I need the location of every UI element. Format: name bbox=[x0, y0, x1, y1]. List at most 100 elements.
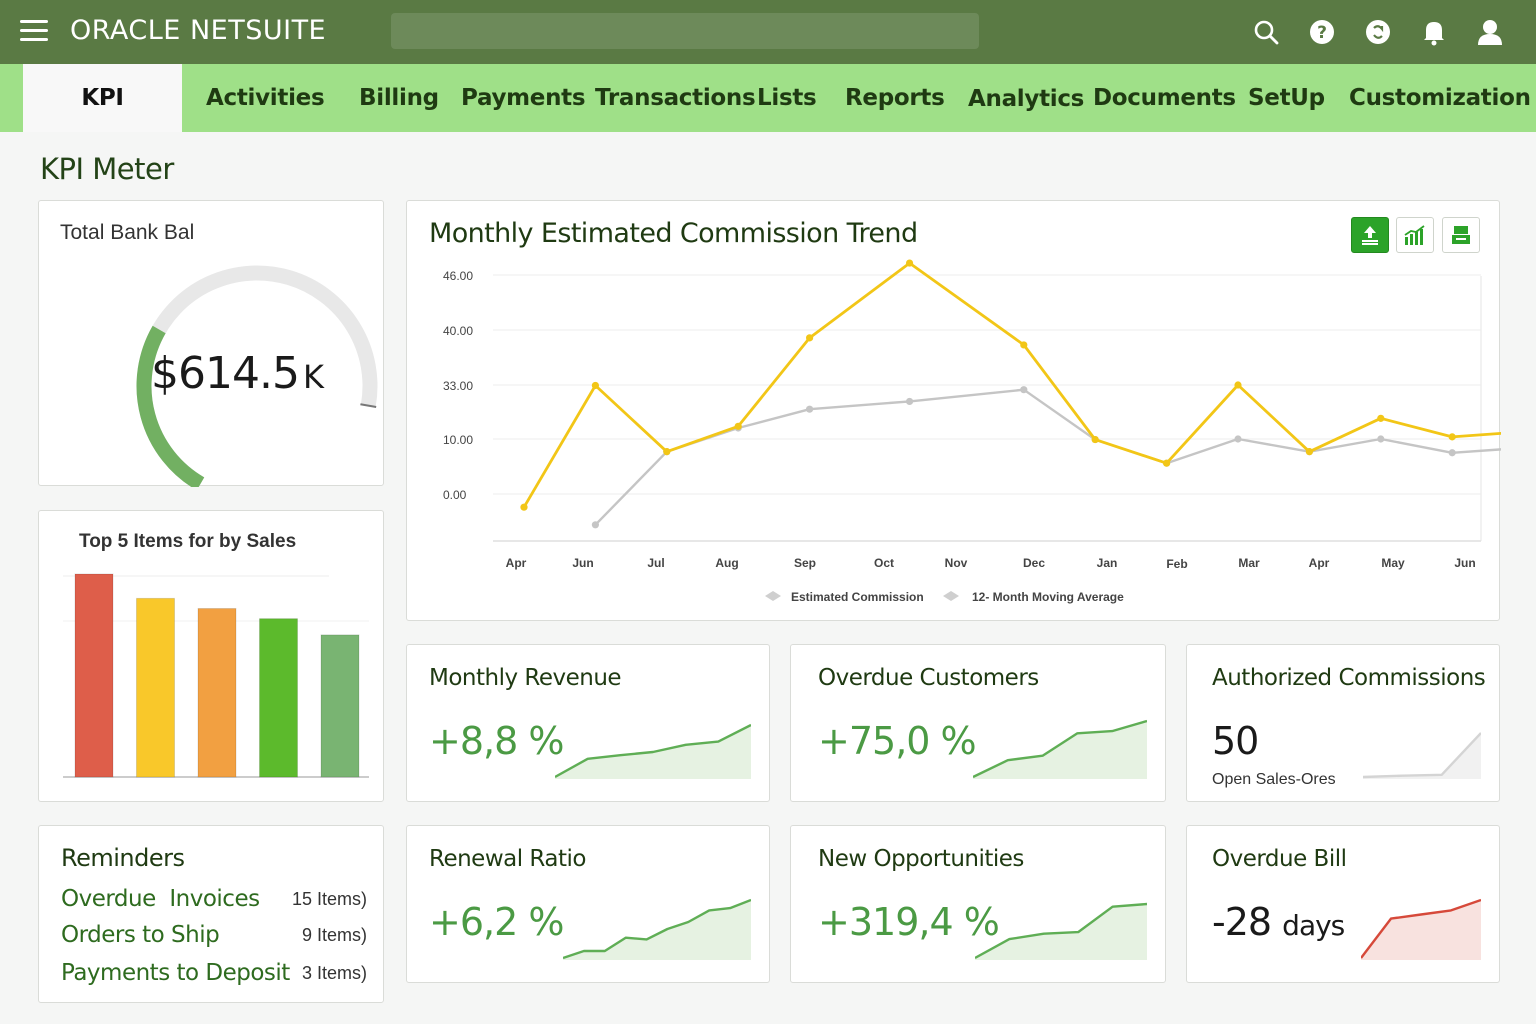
export-icon bbox=[1362, 226, 1378, 245]
kpi-new-opportunities[interactable]: New Opportunities +319,4 % bbox=[790, 825, 1166, 983]
sparkline-line bbox=[973, 719, 1147, 779]
top-items-card[interactable]: Top 5 Items for by Sales bbox=[38, 510, 384, 802]
series-point[interactable] bbox=[520, 503, 528, 511]
tab-reports[interactable]: Reports bbox=[845, 85, 945, 111]
kpi-overdue-customers[interactable]: Overdue Customers +75,0 % bbox=[790, 644, 1166, 802]
tab-kpi[interactable]: KPI bbox=[23, 64, 182, 132]
help-icon[interactable]: ? bbox=[1294, 16, 1350, 48]
series-point[interactable] bbox=[1163, 459, 1171, 467]
series-point[interactable] bbox=[663, 448, 671, 456]
y-tick-label: 40.00 bbox=[443, 324, 473, 338]
tab-customization[interactable]: Customization bbox=[1349, 85, 1531, 111]
series-point[interactable] bbox=[1234, 381, 1242, 389]
series-point[interactable] bbox=[1377, 414, 1385, 422]
series-point[interactable] bbox=[806, 405, 814, 413]
gauge-value: $614.5 K bbox=[151, 348, 324, 399]
tab-transactions[interactable]: Transactions bbox=[595, 85, 756, 111]
series-point[interactable] bbox=[1377, 435, 1385, 443]
x-tick-label: Apr bbox=[1309, 556, 1330, 570]
y-tick-label: 46.00 bbox=[443, 269, 473, 283]
reminder-orders-to-ship[interactable]: Orders to Ship 9 Items) bbox=[61, 922, 367, 952]
search-icon[interactable] bbox=[1238, 16, 1294, 48]
page-title: KPI Meter bbox=[40, 152, 174, 186]
bell-icon[interactable] bbox=[1406, 16, 1462, 48]
tab-payments[interactable]: Payments bbox=[461, 85, 586, 111]
svg-text:?: ? bbox=[1317, 23, 1327, 43]
series-point[interactable] bbox=[905, 397, 914, 406]
kpi-sparkline bbox=[563, 898, 751, 960]
user-icon[interactable] bbox=[1462, 16, 1518, 48]
tab-analytics[interactable]: Analytics bbox=[968, 86, 1085, 112]
sparkline-area bbox=[975, 904, 1147, 960]
series-point[interactable] bbox=[1305, 448, 1313, 456]
reminder-payments-to-deposit[interactable]: Payments to Deposit 3 Items) bbox=[61, 960, 367, 990]
series-point[interactable] bbox=[734, 422, 742, 430]
series-point[interactable] bbox=[905, 259, 914, 267]
x-tick-label: Nov bbox=[945, 556, 968, 570]
tab-lists[interactable]: Lists bbox=[757, 85, 817, 111]
reminder-overdue-invoices[interactable]: Overdue Invoices 15 Items) bbox=[61, 886, 367, 916]
x-tick-label: Mar bbox=[1238, 556, 1260, 570]
legend-marker-moving-average bbox=[943, 591, 959, 601]
reminder-label[interactable]: Payments to Deposit bbox=[61, 960, 290, 986]
top-item-bar[interactable] bbox=[74, 573, 114, 778]
kpi-title: Authorized Commissions bbox=[1212, 665, 1486, 691]
main-nav: KPI Activities Billing Payments Transact… bbox=[0, 64, 1536, 132]
kpi-authorized-commissions[interactable]: Authorized Commissions 50 Open Sales-Ore… bbox=[1186, 644, 1500, 802]
kpi-subtitle: Open Sales-Ores bbox=[1212, 771, 1336, 788]
series-point[interactable] bbox=[1091, 435, 1099, 444]
sync-icon[interactable] bbox=[1350, 16, 1406, 48]
x-tick-label: Dec bbox=[1023, 556, 1045, 570]
series-point[interactable] bbox=[1448, 433, 1456, 441]
search-input[interactable] bbox=[391, 13, 979, 49]
chart-type-button[interactable] bbox=[1396, 217, 1434, 253]
trend-chart: 46.00 40.00 33.00 10.00 0.00 Apr Jun Jul Aug Sep O… bbox=[443, 259, 1501, 604]
sparkline-line bbox=[975, 902, 1147, 960]
series-point[interactable] bbox=[1234, 435, 1242, 443]
x-tick-label: Jul bbox=[647, 556, 664, 570]
top-item-bar[interactable] bbox=[197, 608, 237, 778]
series-point[interactable] bbox=[591, 521, 599, 529]
kpi-monthly-revenue[interactable]: Monthly Revenue +8,8 % bbox=[406, 644, 770, 802]
kpi-sparkline bbox=[1361, 898, 1481, 960]
kpi-renewal-ratio[interactable]: Renewal Ratio +6,2 % bbox=[406, 825, 770, 983]
series-point[interactable] bbox=[1448, 449, 1456, 457]
sparkline-area bbox=[1361, 900, 1481, 960]
top-item-bar[interactable] bbox=[136, 597, 175, 778]
gauge-title: Total Bank Bal bbox=[60, 221, 195, 244]
x-tick-label: May bbox=[1381, 556, 1405, 570]
kpi-sparkline bbox=[1363, 732, 1481, 779]
x-tick-label: Aug bbox=[715, 556, 738, 570]
kpi-sparkline bbox=[975, 902, 1147, 960]
menu-icon[interactable] bbox=[20, 20, 48, 44]
tab-activities[interactable]: Activities bbox=[206, 85, 325, 111]
sparkline-line bbox=[555, 723, 751, 779]
sparkline-area bbox=[563, 900, 751, 960]
top-item-bar[interactable] bbox=[320, 634, 360, 778]
reminder-label[interactable]: Orders to Ship bbox=[61, 922, 220, 948]
print-button[interactable] bbox=[1442, 217, 1480, 253]
bank-balance-card[interactable]: Total Bank Bal $614.5 K bbox=[38, 200, 384, 487]
reminder-label[interactable]: Overdue Invoices bbox=[61, 886, 260, 912]
legend-marker-commission bbox=[765, 591, 781, 601]
tab-billing[interactable]: Billing bbox=[359, 85, 439, 111]
sparkline-line bbox=[1363, 732, 1481, 779]
series-point[interactable] bbox=[591, 381, 599, 390]
x-tick-label: Sep bbox=[794, 556, 816, 570]
sparkline-area bbox=[1363, 733, 1481, 779]
kpi-value: +6,2 % bbox=[429, 900, 564, 944]
top-item-bar[interactable] bbox=[259, 618, 298, 778]
commission-trend-card[interactable]: Monthly Estimated Commission Trend 46.00… bbox=[406, 200, 1501, 621]
kpi-overdue-bill[interactable]: Overdue Bill -28 days bbox=[1186, 825, 1500, 983]
tab-documents[interactable]: Documents bbox=[1093, 85, 1236, 111]
print-icon bbox=[1452, 226, 1470, 244]
top-items-title: Top 5 Items for by Sales bbox=[79, 531, 297, 552]
tab-setup[interactable]: SetUp bbox=[1248, 85, 1325, 111]
export-button[interactable] bbox=[1351, 217, 1389, 253]
series-point[interactable] bbox=[1020, 386, 1028, 394]
x-tick-label: Feb bbox=[1166, 557, 1187, 571]
y-tick-label: 0.00 bbox=[443, 488, 467, 502]
logo[interactable]: ORACLE NETSUITE bbox=[70, 15, 327, 46]
series-point[interactable] bbox=[806, 334, 814, 342]
series-point[interactable] bbox=[1020, 341, 1028, 349]
